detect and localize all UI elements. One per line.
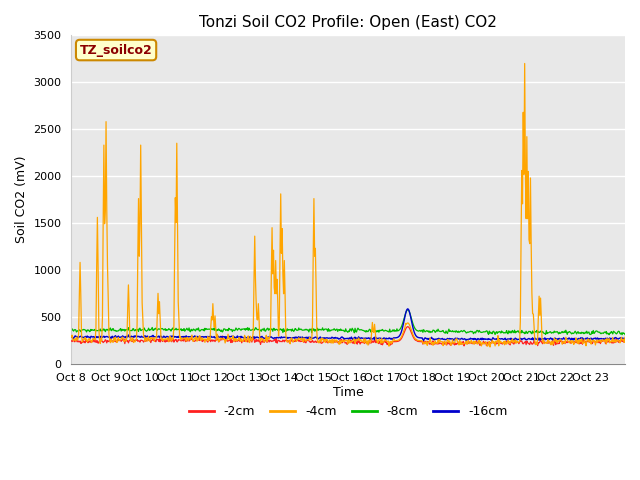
Legend: -2cm, -4cm, -8cm, -16cm: -2cm, -4cm, -8cm, -16cm [184,400,513,423]
X-axis label: Time: Time [333,386,364,399]
Y-axis label: Soil CO2 (mV): Soil CO2 (mV) [15,156,28,243]
Title: Tonzi Soil CO2 Profile: Open (East) CO2: Tonzi Soil CO2 Profile: Open (East) CO2 [199,15,497,30]
Text: TZ_soilco2: TZ_soilco2 [80,44,152,57]
